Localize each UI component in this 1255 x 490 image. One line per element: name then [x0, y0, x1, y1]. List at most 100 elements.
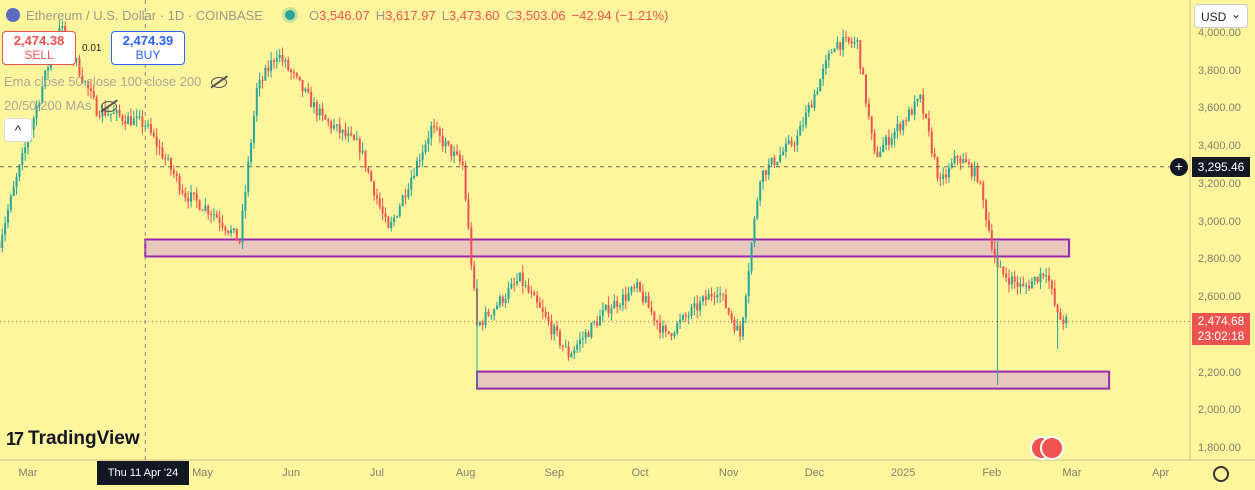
candle-body	[544, 311, 547, 317]
candle-body	[587, 332, 590, 337]
candle-body	[870, 116, 873, 133]
candle-body	[504, 298, 507, 304]
candle-body	[61, 26, 64, 28]
candle-body	[98, 115, 101, 117]
y-tick-label: 3,800.00	[1198, 64, 1241, 77]
candle-body	[787, 140, 790, 144]
x-tick-label: Dec	[804, 467, 825, 479]
candle-body	[930, 131, 933, 154]
candle-body	[567, 346, 570, 358]
candle-body	[947, 167, 950, 178]
x-tick-label: Jul	[369, 467, 384, 479]
candle-body	[244, 191, 247, 211]
candle-body	[616, 300, 619, 307]
currency-select[interactable]: USD	[1194, 2, 1248, 28]
candle-body	[498, 296, 501, 306]
candle-body	[950, 163, 953, 168]
add-alert-plus-icon[interactable]: +	[1170, 158, 1188, 176]
candle-body	[304, 88, 307, 92]
x-tick-label: Aug	[455, 467, 476, 479]
candle-body	[804, 112, 807, 126]
candle-body	[347, 133, 350, 137]
candle-body	[424, 144, 427, 153]
candle-body	[341, 129, 344, 133]
candle-body	[724, 294, 727, 309]
candle-body	[464, 165, 467, 200]
candle-body	[381, 206, 384, 214]
candle-body	[976, 166, 979, 182]
x-tick-label: Nov	[718, 467, 739, 479]
candle-body	[38, 102, 41, 107]
candle-body	[190, 192, 193, 202]
candle-body	[945, 174, 948, 178]
candle-body	[1030, 281, 1033, 289]
candle-body	[129, 116, 132, 126]
candle-body	[518, 272, 521, 282]
candle-body	[816, 91, 819, 94]
candle-body	[696, 303, 699, 311]
candle-body	[1033, 276, 1036, 282]
candle-body	[333, 125, 336, 129]
candle-body	[916, 98, 919, 102]
candle-body	[307, 88, 310, 93]
candle-body	[607, 304, 610, 314]
buy-price: 2,474.39	[122, 33, 174, 48]
candle-body	[547, 316, 550, 322]
candle-body	[35, 106, 38, 119]
candle-body	[973, 166, 976, 177]
symbol-title[interactable]: Ethereum / U.S. Dollar · 1D · COINBASE	[26, 7, 263, 23]
candle-body	[810, 104, 813, 108]
candle-body	[75, 58, 78, 60]
candle-body	[41, 86, 44, 103]
candle-body	[833, 48, 836, 53]
candle-body	[361, 150, 364, 153]
candle-body	[284, 60, 287, 62]
candle-body	[513, 283, 516, 285]
candle-body	[604, 304, 607, 310]
candle-body	[318, 108, 321, 116]
economic-event-flag-icon[interactable]	[1030, 436, 1064, 460]
candle-body	[859, 40, 862, 69]
x-tick-label: May	[192, 467, 213, 479]
candle-body	[255, 88, 258, 116]
candle-body	[733, 319, 736, 331]
candle-body	[716, 295, 719, 298]
candle-body	[84, 81, 87, 83]
y-tick-label: 2,000.00	[1198, 404, 1241, 417]
candle-body	[92, 91, 95, 98]
candle-body	[132, 118, 135, 126]
candle-body	[192, 192, 195, 194]
sell-button[interactable]: 2,474.38 SELL	[2, 31, 76, 65]
candle-body	[956, 156, 959, 159]
candle-body	[490, 315, 493, 317]
candle-body	[641, 291, 644, 303]
candle-body	[378, 198, 381, 207]
candle-body	[784, 143, 787, 152]
buy-button[interactable]: 2,474.39 BUY	[111, 31, 185, 65]
candle-body	[584, 332, 587, 339]
indicator-mas[interactable]: 20/50/200 MAs	[4, 98, 118, 113]
tradingview-logo[interactable]: 17 TradingView	[6, 428, 140, 450]
candle-body	[541, 307, 544, 312]
settings-gear-icon[interactable]	[1213, 466, 1229, 482]
candle-body	[493, 309, 496, 316]
hide-eye-icon[interactable]	[211, 77, 228, 89]
candle-body	[839, 42, 842, 50]
support-zone-0	[144, 238, 1071, 258]
indicator-ema-label: Ema close 50 close 100 close 200	[4, 74, 202, 89]
indicator-ema[interactable]: Ema close 50 close 100 close 200	[4, 74, 228, 89]
bar-countdown: 23:02:18	[1197, 329, 1245, 343]
candle-body	[264, 67, 267, 81]
candle-body	[1065, 316, 1068, 324]
candle-body	[89, 88, 92, 92]
collapse-legend-button[interactable]: ^	[4, 118, 32, 142]
candle-body	[450, 144, 453, 157]
candle-body	[95, 97, 98, 116]
candle-body	[218, 217, 221, 223]
x-tick-label: Mar	[18, 467, 38, 479]
candle-body	[993, 248, 996, 258]
change-value: −42.94 (−1.21%)	[571, 7, 669, 23]
hide-eye-icon[interactable]	[101, 101, 118, 113]
candle-body	[395, 216, 398, 218]
